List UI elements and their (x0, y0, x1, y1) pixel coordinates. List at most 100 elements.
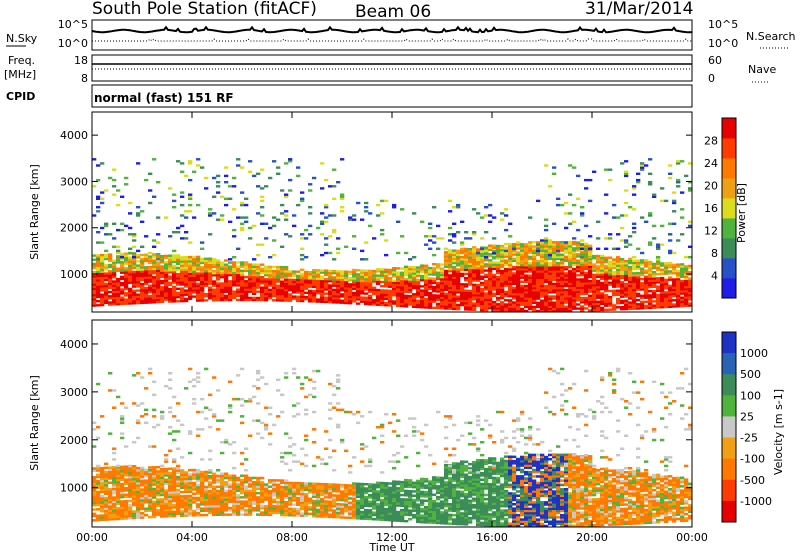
heatmap-cell (592, 295, 596, 297)
heatmap-cell (228, 490, 232, 493)
heatmap-cell (156, 291, 160, 293)
heatmap-cell (616, 216, 620, 218)
heatmap-cell (556, 274, 560, 276)
heatmap-cell (460, 248, 464, 250)
heatmap-cell (612, 216, 616, 218)
heatmap-cell (228, 280, 232, 282)
heatmap-cell (552, 258, 556, 260)
heatmap-cell (404, 284, 408, 286)
heatmap-cell (116, 280, 120, 282)
heatmap-cell (588, 282, 592, 284)
heatmap-cell (288, 469, 292, 472)
heatmap-cell (568, 306, 572, 308)
heatmap-cell (476, 269, 480, 271)
heatmap-cell (592, 288, 596, 290)
heatmap-cell (396, 221, 400, 223)
heatmap-cell (320, 286, 324, 288)
heatmap-cell (300, 277, 304, 279)
heatmap-cell (472, 252, 476, 254)
heatmap-cell (124, 489, 128, 492)
heatmap-cell (276, 287, 280, 289)
heatmap-cell (320, 301, 324, 303)
heatmap-cell (216, 477, 220, 480)
heatmap-cell (380, 298, 384, 300)
heatmap-cell (216, 264, 220, 266)
heatmap-cell (680, 263, 684, 265)
heatmap-cell (584, 307, 588, 309)
heatmap-cell (504, 253, 508, 255)
heatmap-cell (132, 476, 136, 479)
heatmap-cell (532, 302, 536, 304)
heatmap-cell (192, 260, 196, 262)
heatmap-cell (628, 258, 632, 260)
heatmap-cell (668, 293, 672, 295)
heatmap-cell (96, 254, 100, 256)
heatmap-cell (448, 270, 452, 272)
heatmap-cell (456, 283, 460, 285)
heatmap-cell (512, 281, 516, 283)
heatmap-cell (680, 216, 684, 218)
heatmap-cell (580, 248, 584, 250)
heatmap-cell (444, 289, 448, 291)
heatmap-cell (540, 287, 544, 289)
heatmap-cell (104, 291, 108, 293)
heatmap-cell (500, 278, 504, 280)
heatmap-cell (624, 302, 628, 304)
heatmap-cell (192, 270, 196, 272)
heatmap-cell (192, 285, 196, 287)
heatmap-cell (256, 481, 260, 484)
heatmap-cell (184, 283, 188, 285)
heatmap-cell (152, 445, 156, 448)
heatmap-cell (136, 476, 140, 479)
heatmap-cell (628, 291, 632, 293)
heatmap-cell (168, 468, 172, 471)
heatmap-cell (560, 293, 564, 295)
heatmap-cell (240, 483, 244, 486)
heatmap-cell (604, 273, 608, 275)
heatmap-cell (332, 185, 336, 187)
heatmap-cell (596, 272, 600, 274)
heatmap-cell (156, 288, 160, 290)
heatmap-cell (376, 297, 380, 299)
heatmap-cell (268, 503, 272, 506)
heatmap-cell (292, 404, 296, 407)
heatmap-cell (388, 296, 392, 298)
heatmap-cell (580, 259, 584, 261)
heatmap-cell (544, 266, 548, 268)
heatmap-cell (548, 275, 552, 277)
heatmap-cell (96, 179, 100, 181)
heatmap-cell (168, 257, 172, 259)
heatmap-cell (160, 487, 164, 490)
heatmap-cell (660, 296, 664, 298)
heatmap-cell (280, 394, 284, 397)
heatmap-cell (228, 274, 232, 276)
heatmap-cell (120, 402, 124, 405)
heatmap-cell (632, 299, 636, 301)
heatmap-cell (360, 288, 364, 290)
heatmap-cell (500, 251, 504, 253)
heatmap-cell (260, 272, 264, 274)
heatmap-cell (584, 266, 588, 268)
heatmap-cell (656, 256, 660, 258)
heatmap-cell (296, 296, 300, 298)
heatmap-cell (344, 277, 348, 279)
heatmap-cell (308, 379, 312, 382)
heatmap-cell (208, 458, 212, 461)
heatmap-cell (248, 171, 252, 173)
heatmap-cell (152, 496, 156, 499)
heatmap-cell (428, 296, 432, 298)
heatmap-cell (432, 280, 436, 282)
heatmap-cell (684, 276, 688, 278)
heatmap-cell (100, 300, 104, 302)
heatmap-cell (264, 237, 268, 239)
heatmap-cell (236, 511, 240, 514)
heatmap-cell (416, 279, 420, 281)
heatmap-cell (652, 307, 656, 309)
heatmap-cell (164, 267, 168, 269)
heatmap-cell (604, 237, 608, 239)
heatmap-cell (432, 296, 436, 298)
heatmap-cell (600, 255, 604, 257)
heatmap-cell (236, 479, 240, 482)
heatmap-cell (432, 235, 436, 237)
heatmap-cell (216, 428, 220, 431)
